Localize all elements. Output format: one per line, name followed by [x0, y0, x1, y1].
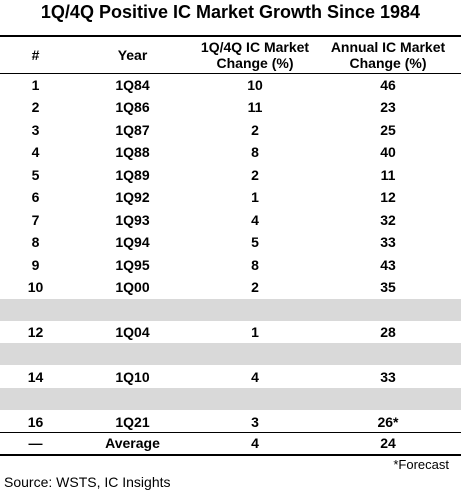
- table-cell: 4: [251, 368, 259, 385]
- row-shade: [0, 388, 461, 411]
- table-cell: 1Q00: [115, 279, 150, 296]
- table-cell: 1Q95: [115, 256, 150, 273]
- header-cell: 1Q/4Q IC Market Change (%): [200, 39, 310, 71]
- table-cell: 1: [251, 323, 259, 340]
- header-cell: Year: [117, 47, 148, 63]
- table-cell: 7: [31, 211, 40, 228]
- table-cell: 11: [380, 166, 396, 183]
- table-cell: 2: [251, 121, 259, 138]
- table-cell: 3: [251, 413, 259, 430]
- header-cell: #: [31, 47, 40, 63]
- bottom-rule: [0, 454, 461, 456]
- table-cell: 9: [31, 256, 40, 273]
- table-cell: 28: [380, 323, 396, 340]
- table-cell: 1Q89: [115, 166, 150, 183]
- table-cell: 8: [31, 234, 40, 251]
- table-cell: 33: [380, 234, 396, 251]
- table-cell: 2: [251, 166, 259, 183]
- table-cell: 12: [380, 189, 396, 206]
- table-cell: 10: [247, 77, 263, 93]
- footnote: *Forecast: [393, 457, 449, 472]
- table-cell: 46: [380, 77, 396, 93]
- header-cell: Annual IC Market Change (%): [330, 39, 446, 71]
- table-cell: 1Q04: [115, 323, 150, 340]
- table-cell: 1: [251, 189, 259, 206]
- table-cell: 5: [31, 166, 40, 183]
- table-cell: 8: [251, 256, 259, 273]
- header-rule: [0, 73, 461, 74]
- table-cell: 11: [247, 99, 263, 116]
- table-cell: 6: [31, 189, 40, 206]
- table-cell: 5: [251, 234, 259, 251]
- table-cell: 32: [380, 211, 396, 228]
- table-cell: 35: [380, 279, 396, 296]
- table-cell: 1Q88: [115, 144, 150, 161]
- average-cell: —: [28, 435, 43, 451]
- table-cell: 14: [27, 368, 44, 385]
- body-rule: [0, 432, 461, 433]
- average-cell: 4: [251, 435, 259, 451]
- table-cell: 2: [31, 99, 40, 116]
- table-cell: 1Q21: [115, 413, 150, 430]
- table-cell: 40: [380, 144, 396, 161]
- table-cell: 23: [380, 99, 396, 116]
- table-cell: 1Q84: [115, 77, 150, 93]
- row-shade: [0, 298, 461, 321]
- table-cell: 1: [31, 77, 40, 93]
- row-shade: [0, 343, 461, 366]
- source: Source: WSTS, IC Insights: [4, 474, 171, 490]
- average-cell: 24: [380, 435, 396, 451]
- top-rule: [0, 35, 461, 37]
- table-cell: 1Q93: [115, 211, 150, 228]
- table-cell: 26*: [377, 413, 399, 430]
- table-cell: 12: [27, 323, 44, 340]
- table-cell: 33: [380, 368, 396, 385]
- table-cell: 2: [251, 279, 259, 296]
- table-cell: 16: [27, 413, 44, 430]
- table-cell: 3: [31, 121, 40, 138]
- table-cell: 1Q94: [115, 234, 150, 251]
- table-cell: 8: [251, 144, 259, 161]
- table-cell: 1Q92: [115, 189, 150, 206]
- table-cell: 43: [380, 256, 396, 273]
- table-cell: 4: [31, 144, 40, 161]
- average-cell: Average: [105, 435, 160, 451]
- table-cell: 1Q87: [115, 121, 150, 138]
- table-cell: 1Q10: [115, 368, 150, 385]
- title: 1Q/4Q Positive IC Market Growth Since 19…: [40, 2, 421, 22]
- table-cell: 25: [380, 121, 396, 138]
- table-cell: 1Q86: [115, 99, 150, 116]
- table-cell: 10: [27, 279, 44, 296]
- table-cell: 4: [251, 211, 259, 228]
